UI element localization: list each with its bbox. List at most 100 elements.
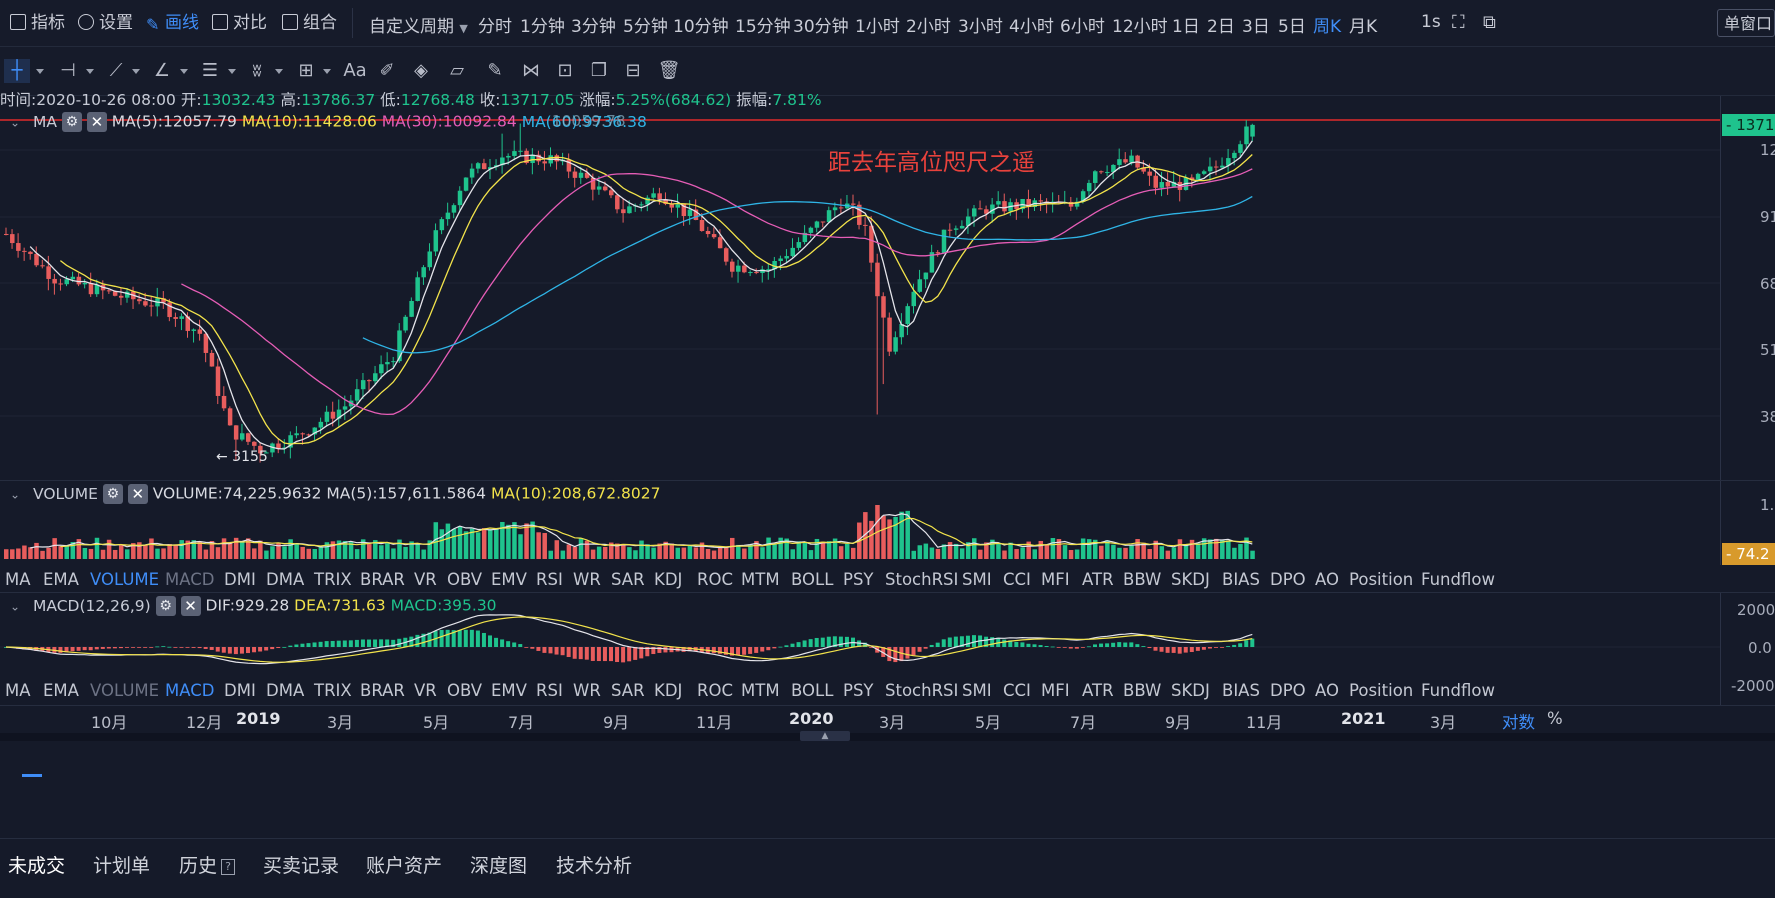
indicator-tab-ma[interactable]: MA (5, 570, 31, 589)
indicator-tab-wr[interactable]: WR (573, 681, 601, 700)
indicator-tab-roc[interactable]: ROC (697, 681, 733, 700)
help-icon[interactable]: ? (221, 859, 236, 875)
bottom-tab-4[interactable]: 账户资产 (366, 855, 443, 877)
gear-icon[interactable]: ⚙ (155, 596, 176, 616)
indicator-tab-ema[interactable]: EMA (43, 570, 79, 589)
period-17[interactable]: 周K (1313, 17, 1342, 37)
indicator-tab-psy[interactable]: PSY (843, 681, 874, 700)
period-7[interactable]: 1小时 (855, 17, 900, 37)
indicator-tab-position[interactable]: Position (1349, 681, 1414, 700)
indicator-tab-skdj[interactable]: SKDJ (1171, 570, 1210, 589)
indicator-tab-dmi[interactable]: DMI (224, 570, 256, 589)
indicator-tab-fundflow[interactable]: Fundflow (1421, 681, 1495, 700)
period-13[interactable]: 1日 (1172, 17, 1200, 37)
resize-handle[interactable]: ▲ (800, 731, 850, 741)
log-scale-toggle[interactable]: 对数 (1502, 713, 1535, 732)
horizontal-line-icon[interactable]: ⊣ (60, 60, 76, 81)
period-16[interactable]: 5日 (1278, 17, 1306, 37)
magnet-icon[interactable]: ⋈ (522, 60, 540, 81)
indicator-tab-obv[interactable]: OBV (447, 681, 483, 700)
indicator-tab-ema[interactable]: EMA (43, 681, 79, 700)
indicator-tab-bias[interactable]: BIAS (1222, 570, 1260, 589)
indicator-tab-emv[interactable]: EMV (491, 570, 527, 589)
bottom-tab-6[interactable]: 技术分析 (556, 855, 633, 877)
brush-icon[interactable]: ✐ (379, 60, 395, 81)
indicator-tab-mfi[interactable]: MFI (1041, 681, 1070, 700)
close-icon[interactable]: ✕ (86, 112, 107, 132)
angle-icon[interactable]: ∠ (153, 60, 171, 81)
indicator-tab-bias[interactable]: BIAS (1222, 681, 1260, 700)
gear-icon[interactable]: ⚙ (61, 112, 82, 132)
custom-period-dropdown[interactable]: 自定义周期 ▼ (369, 17, 468, 37)
parallel-lines-icon[interactable]: ☰ (201, 60, 219, 81)
indicator-tab-dpo[interactable]: DPO (1270, 570, 1306, 589)
indicator-tab-boll[interactable]: BOLL (791, 570, 834, 589)
bottom-tab-5[interactable]: 深度图 (470, 855, 528, 877)
eraser-icon[interactable]: ◈ (414, 60, 428, 81)
indicator-tab-mfi[interactable]: MFI (1041, 570, 1070, 589)
indicator-tab-smi[interactable]: SMI (962, 570, 992, 589)
indicator-tab-vr[interactable]: VR (414, 570, 437, 589)
indicator-tab-skdj[interactable]: SKDJ (1171, 681, 1210, 700)
combine-button[interactable]: 组合 (282, 12, 337, 34)
indicator-tab-mtm[interactable]: MTM (741, 681, 780, 700)
indicator-tab-fundflow[interactable]: Fundflow (1421, 570, 1495, 589)
close-icon[interactable]: ✕ (180, 596, 201, 616)
draw-button[interactable]: ✎ 画线 (146, 13, 199, 34)
indicator-tab-dmi[interactable]: DMI (224, 681, 256, 700)
bottom-tab-1[interactable]: 计划单 (93, 855, 151, 877)
refresh-rate[interactable]: 1s (1421, 12, 1441, 32)
indicator-tab-volume[interactable]: VOLUME (90, 681, 160, 700)
indicator-tab-obv[interactable]: OBV (447, 570, 483, 589)
indicator-tab-sar[interactable]: SAR (611, 570, 645, 589)
indicator-tab-bbw[interactable]: BBW (1123, 570, 1162, 589)
indicator-tab-sar[interactable]: SAR (611, 681, 645, 700)
indicator-tab-rsi[interactable]: RSI (536, 681, 563, 700)
wave-icon[interactable]: ʬ (252, 60, 262, 81)
indicator-tab-roc[interactable]: ROC (697, 570, 733, 589)
chevron-down-icon[interactable] (132, 69, 140, 74)
indicator-tab-macd[interactable]: MACD (165, 570, 215, 589)
period-14[interactable]: 2日 (1207, 17, 1235, 37)
indicator-tab-trix[interactable]: TRIX (314, 681, 352, 700)
period-8[interactable]: 2小时 (906, 17, 951, 37)
period-4[interactable]: 10分钟 (673, 17, 729, 37)
percent-toggle[interactable]: % (1547, 709, 1563, 728)
indicator-tab-stochrsi[interactable]: StochRSI (885, 681, 959, 700)
indicator-tab-vr[interactable]: VR (414, 681, 437, 700)
trash-icon[interactable]: 🗑 (657, 60, 681, 81)
indicator-tab-mtm[interactable]: MTM (741, 570, 780, 589)
bottom-tab-2[interactable]: 历史? (179, 851, 236, 878)
indicator-tab-wr[interactable]: WR (573, 570, 601, 589)
indicator-tab-ao[interactable]: AO (1315, 570, 1339, 589)
period-1[interactable]: 1分钟 (520, 17, 565, 37)
indicator-tab-ma[interactable]: MA (5, 681, 31, 700)
volume-chart[interactable] (0, 481, 1720, 565)
indicator-tab-boll[interactable]: BOLL (791, 681, 834, 700)
period-10[interactable]: 4小时 (1009, 17, 1054, 37)
indicator-tab-dma[interactable]: DMA (266, 570, 305, 589)
fullscreen-icon[interactable]: ⛶ (1452, 12, 1465, 33)
bottom-tab-3[interactable]: 买卖记录 (263, 855, 340, 877)
period-3[interactable]: 5分钟 (623, 17, 668, 37)
frame-icon[interactable]: ⊞ (298, 60, 314, 81)
indicator-tab-psy[interactable]: PSY (843, 570, 874, 589)
indicator-tab-volume[interactable]: VOLUME (90, 570, 160, 589)
indicator-tab-brar[interactable]: BRAR (360, 681, 405, 700)
crosshair-icon[interactable]: ┼ (4, 59, 30, 83)
screenshot-icon[interactable]: ⊟ (625, 60, 641, 81)
period-6[interactable]: 30分钟 (793, 17, 849, 37)
chevron-down-icon[interactable] (36, 69, 44, 74)
single-window-button[interactable]: 单窗口 (1717, 9, 1775, 37)
chevron-down-icon[interactable] (323, 69, 331, 74)
chevron-down-icon[interactable] (180, 69, 188, 74)
indicator-tab-atr[interactable]: ATR (1082, 570, 1114, 589)
indicator-tab-position[interactable]: Position (1349, 570, 1414, 589)
popout-icon[interactable]: ⧉ (1483, 12, 1496, 33)
indicator-tab-bbw[interactable]: BBW (1123, 681, 1162, 700)
period-5[interactable]: 15分钟 (735, 17, 791, 37)
chevron-down-icon[interactable] (86, 69, 94, 74)
period-9[interactable]: 3小时 (958, 17, 1003, 37)
ruler-icon[interactable]: ▱ (450, 60, 464, 81)
lock-icon[interactable]: ⊡ (557, 60, 573, 81)
